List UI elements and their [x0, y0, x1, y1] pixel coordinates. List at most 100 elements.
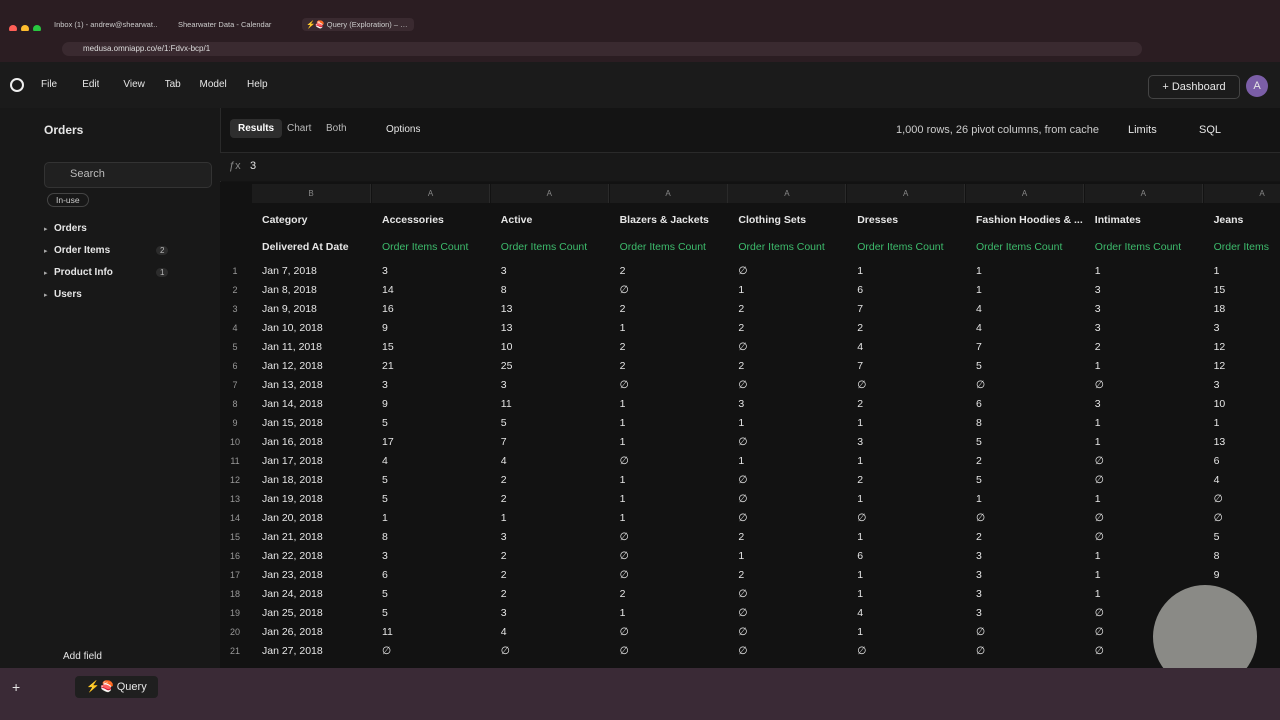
pivot-header: Category — [262, 214, 308, 226]
options[interactable]: Options — [386, 124, 421, 135]
pivot-header: Clothing Sets — [738, 214, 807, 226]
cell: 1 — [619, 512, 626, 524]
tree-caret: ▸ — [44, 226, 48, 233]
cell: Jan 24, 2018 — [262, 588, 323, 600]
cell: ∅ — [738, 588, 748, 600]
pivot-header: Intimates — [1094, 214, 1141, 226]
cell: 1 — [976, 265, 982, 277]
pivot-header: Accessories — [382, 214, 444, 226]
cell: 13 — [500, 303, 513, 315]
query-tab[interactable]: ⚡🍣 Query — [75, 676, 158, 698]
cell: ∅ — [619, 455, 629, 467]
cell: ∅ — [1094, 531, 1104, 543]
column-header: Order Items Count — [857, 241, 944, 253]
cell: ∅ — [738, 436, 748, 448]
column-header: Order Items — [1213, 241, 1270, 253]
view-tab[interactable]: Results — [230, 119, 283, 138]
tree-item[interactable]: Users — [54, 289, 82, 300]
topic-name[interactable]: Orders — [44, 123, 84, 137]
cell: 2 — [857, 322, 864, 334]
menu-item[interactable]: Model — [199, 79, 227, 90]
sidebar — [36, 108, 221, 668]
cell: 7 — [500, 436, 507, 448]
dashboard-button[interactable]: + Dashboard — [1148, 75, 1240, 99]
browser-tab[interactable]: Shearwater Data - Calendar — [178, 20, 272, 29]
row-number: 19 — [229, 608, 240, 618]
tree-item[interactable]: Product Info — [54, 267, 113, 278]
add-field[interactable]: Add field — [63, 651, 102, 662]
cell: 2 — [619, 360, 626, 372]
tree-item[interactable]: Order Items — [54, 245, 111, 256]
cell: 10 — [1213, 398, 1226, 410]
window-controls — [8, 21, 48, 31]
cell: 4 — [857, 341, 864, 353]
logo[interactable] — [10, 78, 24, 92]
view-tab[interactable]: Chart — [287, 123, 312, 134]
cell: 1 — [619, 322, 626, 334]
address-bar[interactable] — [62, 42, 1142, 56]
column-letter: A — [1084, 184, 1203, 203]
row-number: 4 — [232, 323, 238, 333]
row-number: 12 — [229, 475, 240, 485]
cell: Jan 12, 2018 — [262, 360, 323, 372]
cell: 4 — [857, 607, 864, 619]
cell: 1 — [619, 436, 626, 448]
search-placeholder: Search — [70, 168, 105, 180]
cell: Jan 21, 2018 — [262, 531, 323, 543]
cell: 4 — [500, 455, 507, 467]
cell: ∅ — [738, 493, 748, 505]
view-tab[interactable]: Both — [326, 123, 347, 134]
cell: 8 — [500, 284, 507, 296]
sql[interactable]: SQL — [1199, 124, 1222, 136]
column-letter: A — [847, 184, 966, 203]
cell: ∅ — [738, 645, 748, 657]
menu-item[interactable]: Tab — [164, 79, 181, 90]
cell: ∅ — [738, 626, 748, 638]
cell: ∅ — [382, 645, 392, 657]
cell: 1 — [857, 455, 864, 467]
limits[interactable]: Limits — [1128, 124, 1157, 136]
cell: 2 — [500, 588, 507, 600]
cell: ∅ — [857, 512, 867, 524]
cell: 1 — [738, 417, 745, 429]
tree-item[interactable]: Orders — [54, 223, 87, 234]
pivot-header: Jeans — [1213, 214, 1244, 226]
browser-tab[interactable]: ⚡🍣 Query (Exploration) – … — [302, 18, 414, 31]
cell: 6 — [857, 284, 864, 296]
cell: 1 — [1094, 436, 1101, 448]
cell: ∅ — [738, 341, 748, 353]
cell: 3 — [1213, 322, 1220, 334]
cell: Jan 8, 2018 — [262, 284, 317, 296]
column-letter: B — [252, 184, 371, 203]
formula[interactable]: 3 — [250, 160, 257, 172]
search-box[interactable] — [44, 162, 212, 188]
column-letter: A — [372, 184, 490, 203]
column-letter: A — [609, 184, 728, 203]
cell: 4 — [500, 626, 507, 638]
menu-item[interactable]: View — [123, 79, 145, 90]
cell: 9 — [382, 398, 388, 410]
cell: ∅ — [1213, 493, 1223, 505]
cell: ∅ — [1094, 474, 1104, 486]
menu-item[interactable]: Edit — [82, 79, 100, 90]
tree-caret: ▸ — [44, 270, 48, 277]
cell: 5 — [382, 588, 388, 600]
avatar[interactable]: A — [1246, 75, 1268, 97]
in-use-filter[interactable]: In-use — [47, 193, 89, 207]
add-tab[interactable]: + — [12, 679, 21, 695]
cell: Jan 16, 2018 — [262, 436, 323, 448]
menu-item[interactable]: File — [41, 79, 58, 90]
cell: ∅ — [619, 550, 629, 562]
cell: 5 — [382, 417, 388, 429]
cell: 2 — [738, 360, 745, 372]
cell: ∅ — [1094, 512, 1104, 524]
menu-item[interactable]: Help — [247, 79, 268, 90]
browser-tab[interactable]: Inbox (1) - andrew@shearwat… — [54, 20, 158, 29]
cell: 5 — [382, 493, 388, 505]
row-number: 1 — [232, 266, 238, 276]
cell: 1 — [1213, 265, 1220, 277]
cell: 7 — [976, 341, 982, 353]
cell: Jan 17, 2018 — [262, 455, 323, 467]
cell: 2 — [738, 531, 745, 543]
